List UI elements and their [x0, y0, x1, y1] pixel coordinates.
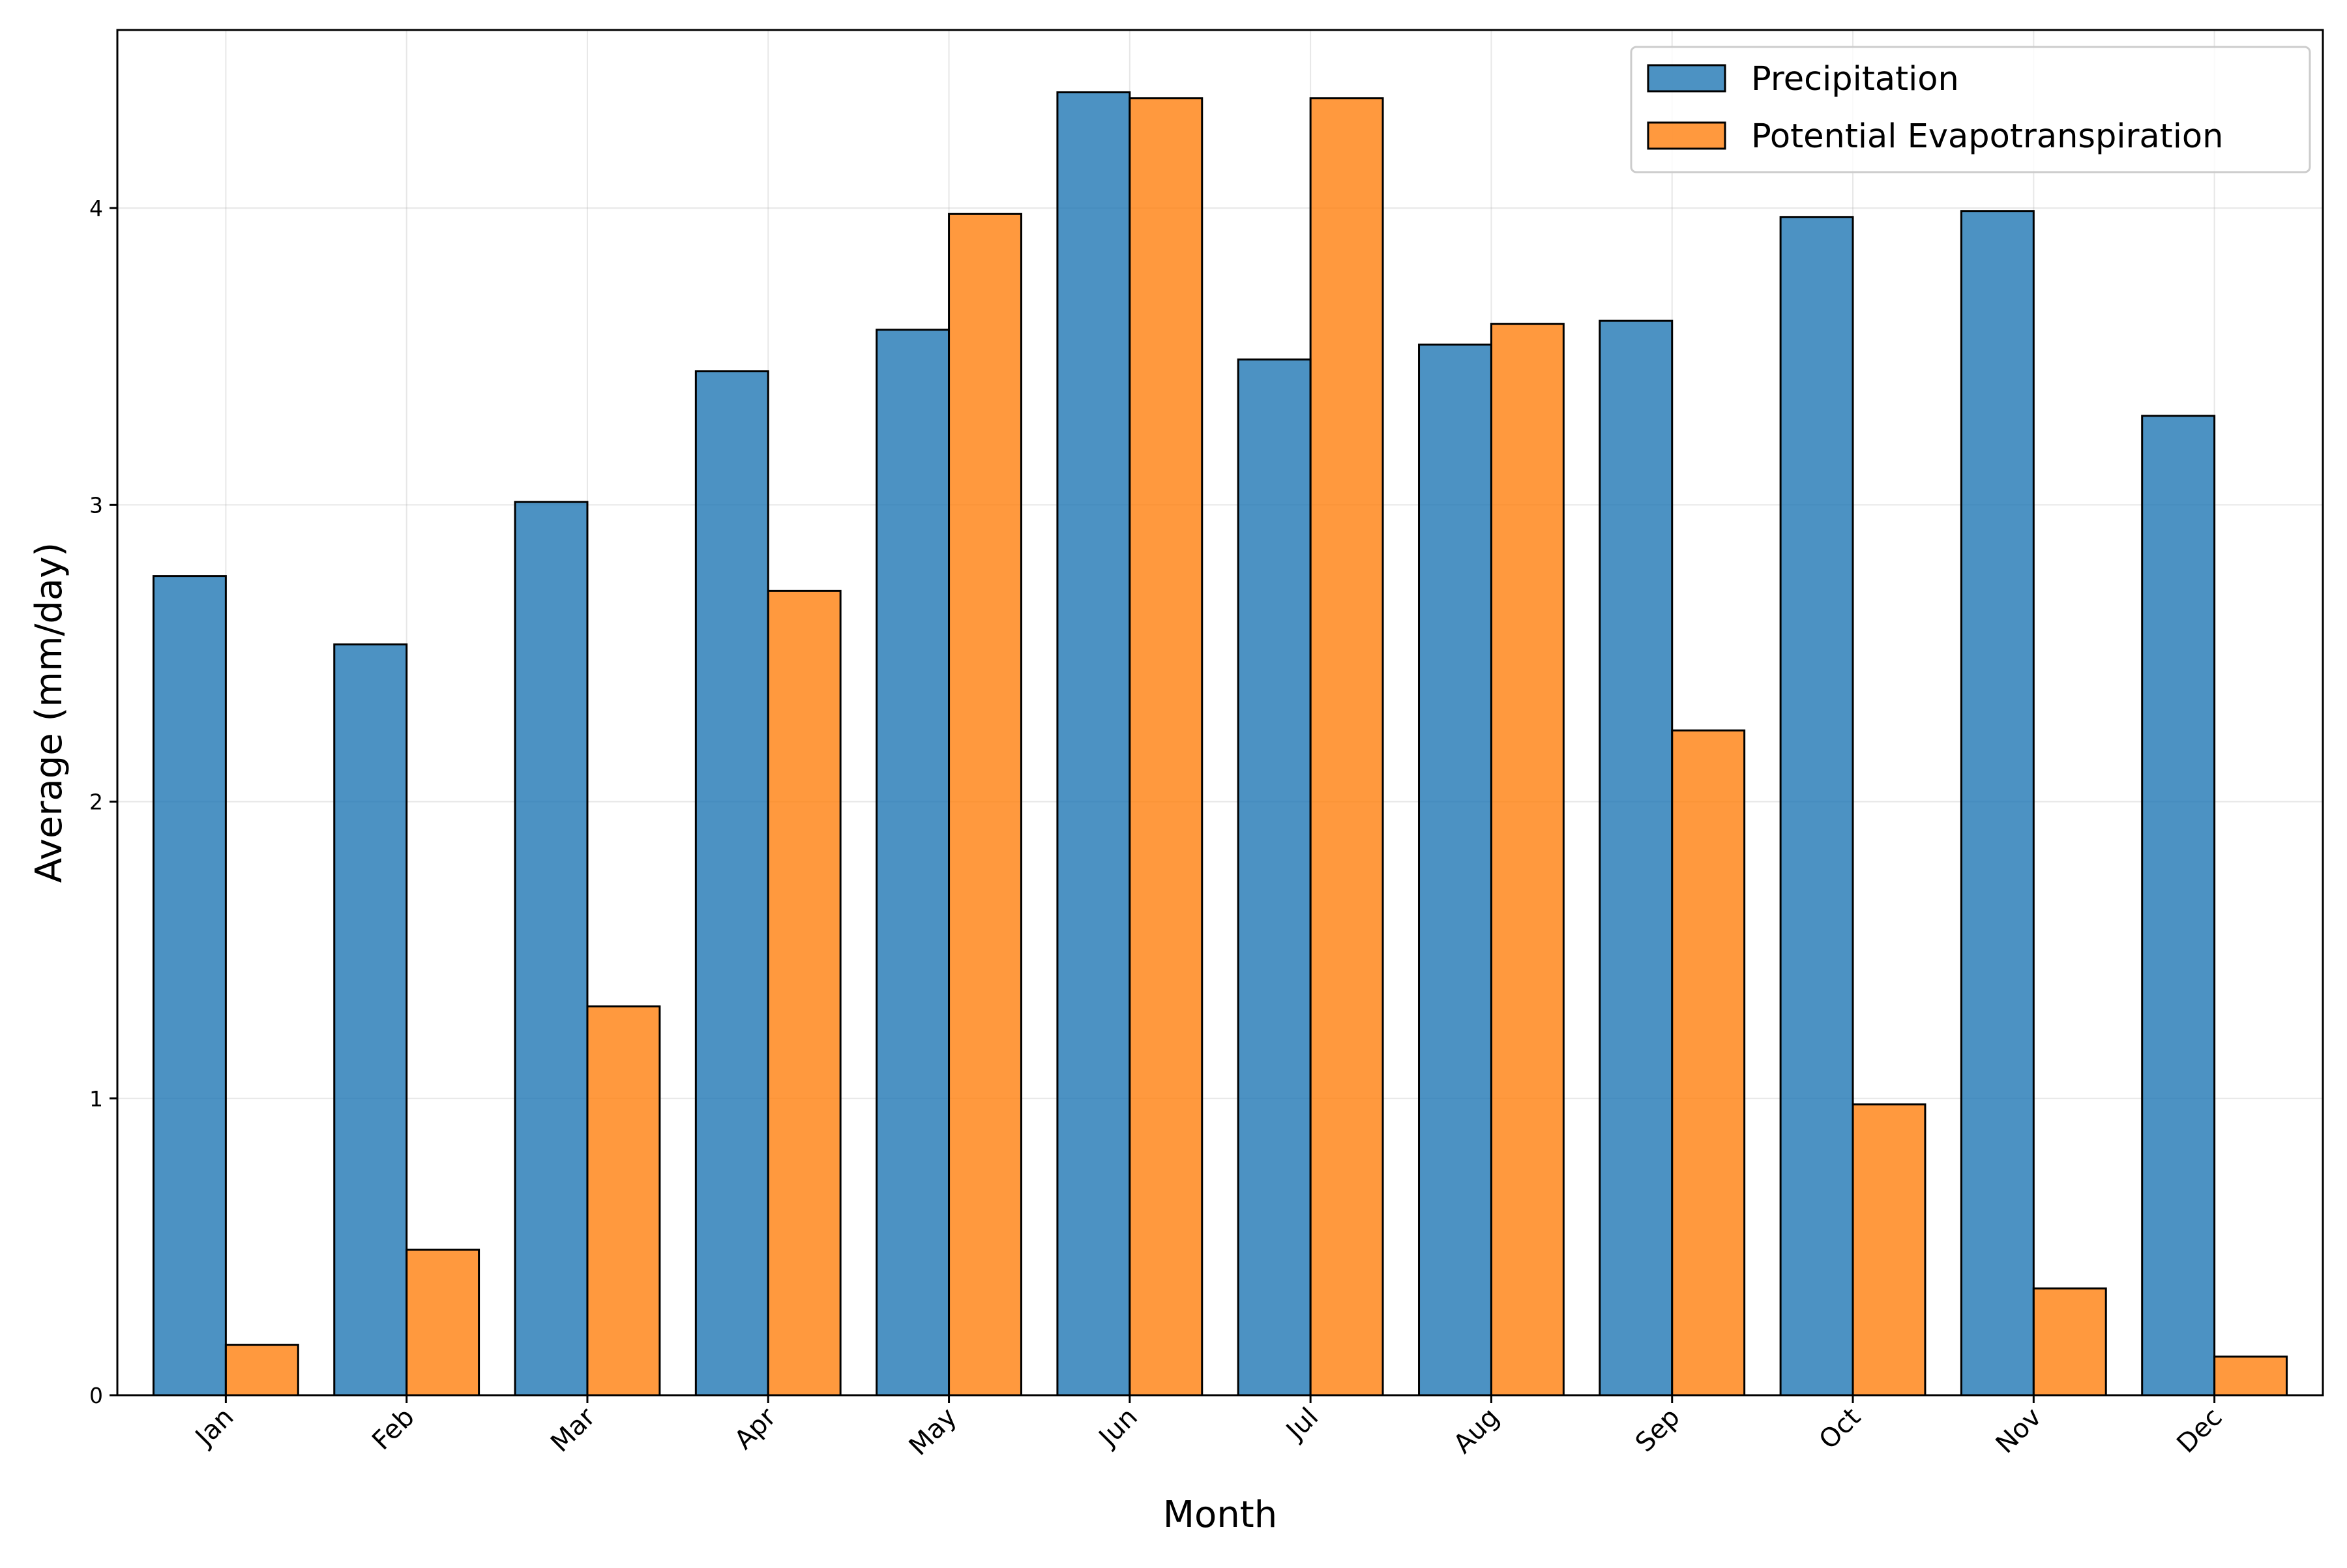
bar-precipitation-dec	[2141, 415, 2216, 1397]
bar-precipitation-oct	[1779, 216, 1854, 1397]
bar-potential-evapotranspiration-jan	[224, 1344, 299, 1397]
bar-precipitation-jul	[1237, 358, 1312, 1397]
bar-precipitation-may	[876, 329, 951, 1397]
legend-label: Potential Evapotranspiration	[1751, 117, 2223, 156]
legend-box	[1630, 46, 2311, 173]
bar-precipitation-feb	[333, 643, 408, 1397]
y-axis-label: Average (mm/day)	[28, 542, 70, 883]
x-axis-label: Month	[1163, 1494, 1278, 1536]
y-axis: 0 1 2 3 4	[89, 196, 117, 1408]
legend-swatch-potential-evapotranspiration	[1647, 121, 1726, 150]
bar-potential-evapotranspiration-mar	[586, 1005, 661, 1397]
bars	[152, 91, 2288, 1397]
bar-precipitation-jun	[1056, 91, 1131, 1397]
bar-potential-evapotranspiration-jun	[1129, 97, 1203, 1397]
bar-potential-evapotranspiration-nov	[2032, 1287, 2107, 1397]
bar-precipitation-sep	[1599, 319, 1674, 1397]
plot-frame	[116, 29, 2324, 1397]
bar-precipitation-jan	[152, 575, 227, 1397]
bar-potential-evapotranspiration-oct	[1852, 1103, 1926, 1397]
bar-potential-evapotranspiration-dec	[2213, 1355, 2288, 1397]
bar-potential-evapotranspiration-jul	[1309, 97, 1384, 1397]
y-tick-label: 1	[89, 1086, 103, 1112]
y-tick-label: 0	[89, 1383, 103, 1408]
y-tick-label: 3	[89, 492, 103, 518]
bar-potential-evapotranspiration-feb	[406, 1249, 480, 1397]
bar-potential-evapotranspiration-apr	[767, 589, 842, 1397]
bar-precipitation-nov	[1960, 210, 2035, 1397]
bar-potential-evapotranspiration-may	[948, 213, 1022, 1397]
legend: Precipitation Potential Evapotranspiratio…	[1630, 46, 2311, 173]
legend-swatch-precipitation	[1647, 64, 1726, 93]
bar-potential-evapotranspiration-aug	[1490, 323, 1565, 1397]
legend-label: Precipitation	[1751, 60, 1959, 98]
bar-precipitation-aug	[1418, 344, 1492, 1397]
bar-potential-evapotranspiration-sep	[1671, 729, 1746, 1397]
y-tick-label: 4	[89, 196, 103, 221]
y-tick-label: 2	[89, 790, 103, 815]
bar-precipitation-apr	[694, 370, 769, 1397]
bar-precipitation-mar	[514, 501, 589, 1397]
